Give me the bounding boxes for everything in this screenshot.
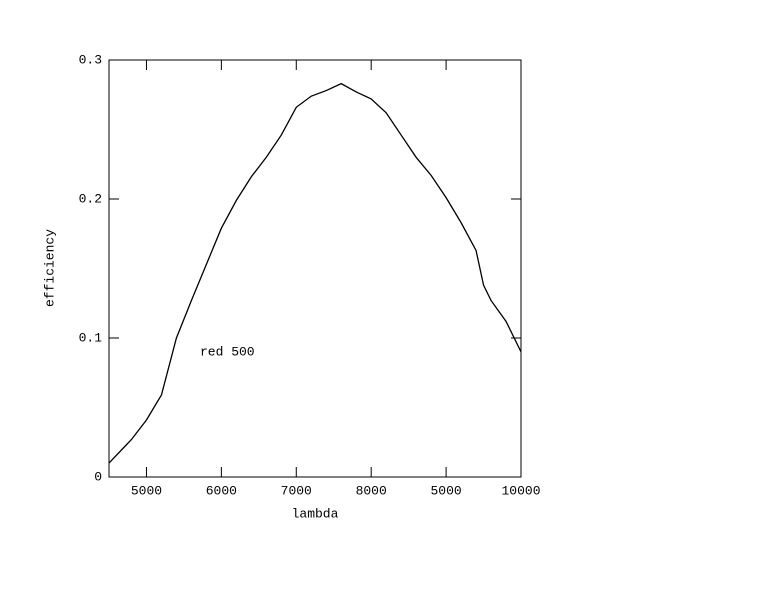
x-axis-label: lambda [292, 506, 339, 521]
x-tick-label: 7000 [281, 483, 312, 498]
plot-frame [108, 59, 522, 478]
x-tick-label: 8000 [356, 483, 387, 498]
data-line [108, 82, 522, 464]
y-tick-label: 0.2 [79, 191, 102, 206]
y-tick-label: 0.1 [79, 330, 103, 345]
y-axis-label: efficiency [42, 229, 57, 307]
x-tick-label: 5000 [430, 483, 461, 498]
y-tick-label: 0.3 [79, 52, 102, 67]
x-tick-label: 6000 [206, 483, 237, 498]
annotation: red 500 [200, 344, 255, 359]
x-tick-label: 5000 [131, 483, 162, 498]
y-tick-label: 0 [94, 469, 102, 484]
x-tick-label: 10000 [501, 483, 540, 498]
